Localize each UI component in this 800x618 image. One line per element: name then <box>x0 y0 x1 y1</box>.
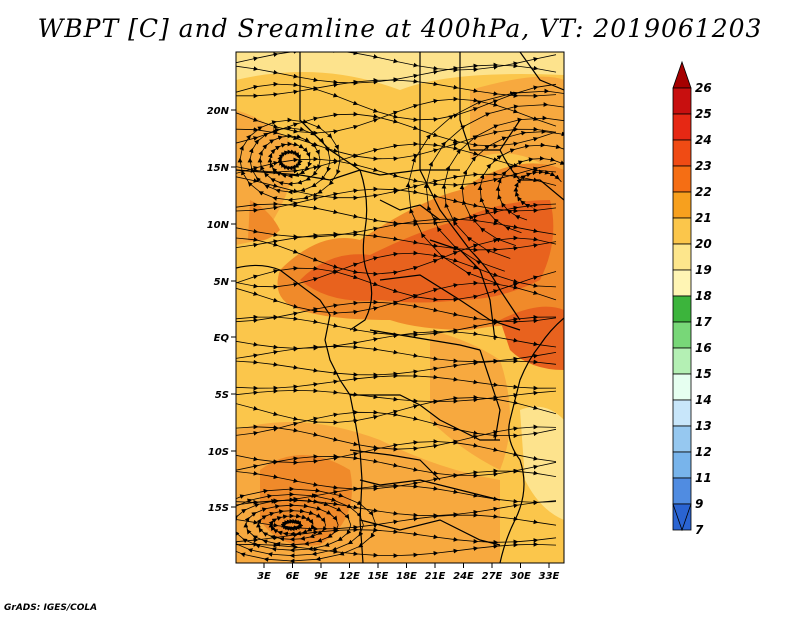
lat-tick-label: 15N <box>207 163 230 174</box>
streamline <box>405 88 564 285</box>
colorbar-label: 14 <box>695 393 712 407</box>
colorbar-label: 23 <box>695 159 712 173</box>
lon-tick-label: 27E <box>482 571 503 582</box>
colorbar-label: 15 <box>695 367 712 381</box>
colorbar-swatch <box>672 87 692 115</box>
colorbar: 26 25 24 23 22 21 20 19 18 17 16 15 14 13 12 11 9 7 <box>672 60 712 537</box>
colorbar-swatch <box>672 451 692 479</box>
latitude-axis: 20N 15N 10N 5N EQ 5S 10S 15S <box>207 106 236 514</box>
colorbar-label: 17 <box>695 315 712 329</box>
lat-tick-label: 5S <box>215 390 229 401</box>
colorbar-swatch <box>672 295 692 323</box>
lat-tick-label: 15S <box>208 503 229 514</box>
colorbar-swatch <box>672 425 692 453</box>
colorbar-label: 24 <box>695 133 712 147</box>
lat-tick-label: 10S <box>208 447 229 458</box>
colorbar-bottom-arrow <box>672 503 692 532</box>
colorbar-swatch <box>672 165 692 193</box>
lat-tick-label: 20N <box>207 106 230 117</box>
colorbar-swatch <box>672 191 692 219</box>
lon-tick-label: 6E <box>286 571 300 582</box>
longitude-axis: 3E 6E 9E 12E 15E 18E 21E 24E 27E 30E 33E <box>257 563 560 582</box>
map-frame <box>235 51 565 564</box>
colorbar-label: 19 <box>695 263 712 277</box>
streamline <box>236 373 557 391</box>
colorbar-label: 13 <box>695 419 712 433</box>
colorbar-swatch <box>672 477 692 505</box>
colorbar-label: 7 <box>695 523 704 537</box>
colorbar-swatch <box>672 373 692 401</box>
lon-tick-label: 3E <box>257 571 271 582</box>
colorbar-label: 11 <box>695 471 712 485</box>
colorbar-label: 25 <box>695 107 712 121</box>
lon-tick-label: 15E <box>368 571 389 582</box>
lon-tick-label: 24E <box>453 571 474 582</box>
lon-tick-label: 18E <box>396 571 417 582</box>
colorbar-label: 18 <box>695 289 712 303</box>
map-title: WBPT [C] and Sreamline at 400hPa, VT: 20… <box>37 14 763 43</box>
streamlines <box>236 52 564 563</box>
colorbar-label: 26 <box>695 81 712 95</box>
map-plot-area <box>236 52 564 563</box>
colorbar-label: 21 <box>695 211 712 225</box>
lon-tick-label: 33E <box>539 571 560 582</box>
colorbar-top-arrow <box>672 60 692 89</box>
colorbar-label: 22 <box>695 185 712 199</box>
colorbar-swatch <box>672 347 692 375</box>
colorbar-label: 12 <box>695 445 712 459</box>
streamline <box>236 486 377 563</box>
colorbar-label: 20 <box>695 237 712 251</box>
colorbar-swatch <box>672 243 692 271</box>
lon-tick-label: 30E <box>510 571 531 582</box>
colorbar-swatch <box>672 399 692 427</box>
lon-tick-label: 9E <box>314 571 328 582</box>
lon-tick-label: 21E <box>425 571 446 582</box>
colorbar-label: 9 <box>695 497 703 511</box>
lon-tick-label: 12E <box>339 571 360 582</box>
lat-tick-label: 10N <box>207 220 230 231</box>
colorbar-swatch <box>672 113 692 141</box>
streamline <box>237 117 341 203</box>
colorbar-label: 16 <box>695 341 712 355</box>
grads-credit: GrADS: IGES/COLA <box>4 603 98 613</box>
colorbar-swatch <box>672 217 692 245</box>
lat-tick-label: EQ <box>214 333 230 344</box>
colorbar-swatch <box>672 139 692 167</box>
colorbar-swatch <box>672 269 692 297</box>
lat-tick-label: 5N <box>214 277 230 288</box>
colorbar-swatch <box>672 321 692 349</box>
